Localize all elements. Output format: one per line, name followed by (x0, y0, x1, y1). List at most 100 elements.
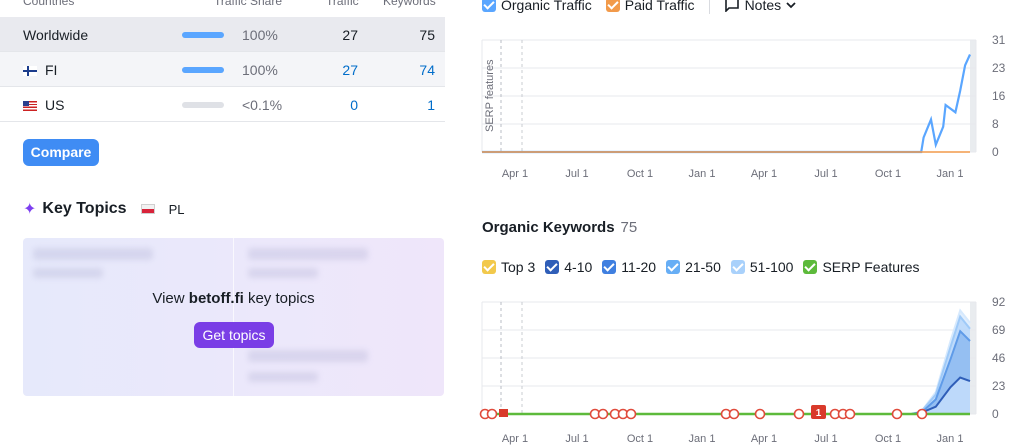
traffic-chart[interactable]: 31 23 16 8 0 Apr 1 Jul 1 Oct 1 Jan 1 Apr 1 Jul 1 Oc… (470, 32, 1024, 184)
compare-button[interactable]: Compare (23, 139, 99, 166)
x-tick-label: Oct 1 (627, 433, 653, 445)
legend-item-11-20[interactable]: 11-20 (602, 259, 656, 275)
traffic-value: 27 (342, 27, 358, 43)
y-tick-label: 16 (992, 89, 1006, 103)
google-g-icon (754, 408, 766, 420)
series-line-organic-traffic (482, 54, 972, 154)
y-tick-label: 46 (992, 351, 1006, 365)
notes-label: Notes (744, 0, 782, 13)
legend-item-21-50[interactable]: 21-50 (666, 259, 721, 275)
x-tick-label: Jan 1 (689, 168, 716, 180)
y-tick-label: 23 (992, 379, 1006, 393)
prompt-suffix: key topics (247, 290, 315, 307)
x-tick-label: Jan 1 (689, 433, 716, 445)
card-divider (233, 238, 234, 396)
legend-label: 11-20 (621, 259, 657, 275)
col-traffic[interactable]: Traffic (326, 0, 359, 8)
keywords-link[interactable]: 74 (419, 62, 435, 78)
prompt-prefix: View (152, 290, 185, 307)
blurred-topic (248, 350, 368, 362)
keywords-link[interactable]: 1 (427, 97, 435, 113)
x-tick-label: Jul 1 (565, 433, 588, 445)
keywords-chart[interactable]: 92 69 46 23 0 Apr 1 Jul 1 Oct 1 Jan 1 Apr 1 Jul 1 O… (470, 292, 1024, 447)
chevron-down-icon (786, 2, 796, 9)
legend-label: 51-100 (749, 259, 794, 275)
table-row[interactable]: FI 100% 27 74 (0, 52, 445, 87)
legend-item-51-100[interactable]: 51-100 (730, 259, 794, 275)
share-bar (182, 32, 224, 38)
col-keywords[interactable]: Keywords (383, 0, 436, 8)
google-g-icon (844, 408, 856, 420)
table-row[interactable]: US <0.1% 0 1 (0, 87, 445, 122)
checkbox-icon[interactable] (482, 260, 496, 274)
key-topics-prompt: View betoff.fi key topics (23, 290, 444, 307)
col-traffic-share[interactable]: Traffic Share (214, 0, 283, 8)
notes-dropdown[interactable]: Notes (724, 0, 797, 13)
legend-paid-traffic[interactable]: Paid Traffic (605, 0, 695, 13)
legend-organic-traffic[interactable]: Organic Traffic (482, 0, 592, 13)
x-tick-label: Apr 1 (502, 168, 528, 180)
note-flag-icon (499, 409, 508, 417)
google-g-icon (486, 408, 498, 420)
x-tick-label: Oct 1 (875, 168, 901, 180)
keywords-value: 75 (419, 27, 435, 43)
x-tick-label: Apr 1 (502, 433, 528, 445)
google-g-icon (728, 408, 740, 420)
keywords-count: 75 (620, 219, 638, 236)
traffic-link[interactable]: 0 (350, 97, 358, 113)
series-line-51-100 (482, 308, 971, 415)
checkbox-icon[interactable] (602, 260, 617, 274)
google-g-icon (625, 408, 637, 420)
checkbox-icon[interactable] (545, 260, 560, 274)
legend-label: 4-10 (564, 259, 593, 275)
keywords-title: Organic Keywords (482, 219, 615, 236)
checkbox-icon[interactable] (803, 260, 818, 274)
get-topics-button[interactable]: Get topics (194, 322, 274, 348)
keywords-legend: Top 3 4-10 11-20 21-50 51-100 SERP Features (482, 259, 919, 275)
google-g-icon (793, 408, 805, 420)
serp-features-label: SERP features (484, 59, 496, 132)
checkbox-icon[interactable] (482, 0, 496, 12)
legend-label: 21-50 (685, 259, 721, 275)
poland-flag-icon (140, 204, 155, 214)
series-line-11-20 (482, 329, 971, 415)
blurred-topic (248, 268, 318, 278)
share-bar (182, 102, 224, 108)
x-tick-label: Apr 1 (751, 433, 777, 445)
google-g-icon (597, 408, 609, 420)
y-tick-label: 69 (992, 323, 1006, 337)
col-countries[interactable]: Countries (23, 0, 75, 8)
legend-label: Paid Traffic (624, 0, 695, 13)
google-g-icon (891, 408, 903, 420)
y-tick-label: 0 (992, 145, 999, 159)
country-name: FI (45, 62, 58, 78)
legend-item-4-10[interactable]: 4-10 (545, 259, 592, 275)
database-selector[interactable]: PL (140, 202, 184, 217)
checkbox-icon[interactable] (666, 260, 681, 274)
traffic-link[interactable]: 27 (342, 62, 358, 78)
legend-separator (708, 0, 710, 14)
x-tick-label: Jul 1 (814, 168, 837, 180)
series-line-4-10 (482, 376, 971, 415)
y-tick-label: 31 (992, 33, 1006, 47)
table-row[interactable]: Worldwide 100% 27 75 (0, 17, 445, 52)
legend-item-serp-features[interactable]: SERP Features (803, 259, 919, 275)
legend-item-top-3[interactable]: Top 3 (482, 259, 535, 275)
y-tick-label: 23 (992, 61, 1006, 75)
share-value: 100% (242, 27, 278, 43)
x-tick-label: Oct 1 (875, 433, 901, 445)
organic-keywords-heading: Organic Keywords 75 (482, 219, 637, 236)
table-header: Countries Traffic Share Traffic Keywords (0, 0, 445, 12)
blurred-topic (248, 248, 368, 260)
checkbox-icon[interactable] (605, 0, 620, 12)
legend-label: Top 3 (501, 259, 536, 275)
us-flag-icon (23, 101, 37, 111)
countries-panel: Countries Traffic Share Traffic Keywords… (0, 0, 460, 447)
checkbox-icon[interactable] (730, 260, 745, 274)
finland-flag-icon (23, 66, 37, 76)
y-tick-label: 8 (992, 117, 999, 131)
domain-name: betoff.fi (188, 290, 244, 307)
share-value: <0.1% (242, 97, 283, 113)
series-line-21-50 (482, 314, 971, 415)
blurred-topic (33, 268, 103, 278)
